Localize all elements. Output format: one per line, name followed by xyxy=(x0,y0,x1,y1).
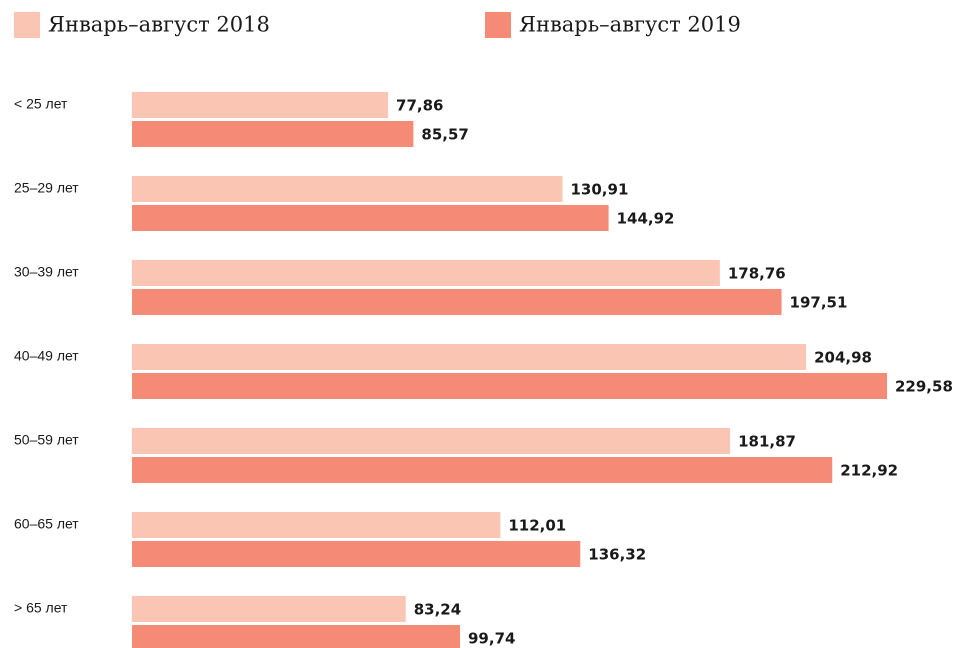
value-label: 136,32 xyxy=(588,546,646,564)
value-label: 178,76 xyxy=(728,265,786,283)
category-label: < 25 лет xyxy=(14,96,68,112)
value-label: 112,01 xyxy=(508,517,566,535)
value-label: 204,98 xyxy=(814,349,872,367)
value-label: 99,74 xyxy=(468,630,515,648)
bar xyxy=(132,260,720,286)
value-label: 130,91 xyxy=(571,181,629,199)
bar xyxy=(132,121,414,147)
legend-swatch xyxy=(485,12,511,38)
bar xyxy=(132,289,782,315)
bar xyxy=(132,625,461,648)
value-label: 77,86 xyxy=(396,97,443,115)
category-label: > 65 лет xyxy=(14,600,68,616)
bar xyxy=(132,428,731,454)
value-label: 197,51 xyxy=(790,294,848,312)
value-label: 181,87 xyxy=(738,433,796,451)
value-label: 144,92 xyxy=(617,210,675,228)
bar xyxy=(132,92,389,118)
legend-swatch xyxy=(14,12,40,38)
category-label: 25–29 лет xyxy=(14,180,79,196)
category-label: 30–39 лет xyxy=(14,264,79,280)
bar xyxy=(132,512,501,538)
legend-label: Январь–август 2019 xyxy=(519,13,741,37)
category-label: 50–59 лет xyxy=(14,432,79,448)
bar xyxy=(132,541,581,567)
category-label: 40–49 лет xyxy=(14,348,79,364)
bar xyxy=(132,373,887,399)
value-label: 83,24 xyxy=(414,601,461,619)
category-label: 60–65 лет xyxy=(14,516,79,532)
legend-label: Январь–август 2018 xyxy=(48,13,270,37)
value-label: 229,58 xyxy=(895,378,953,396)
bar xyxy=(132,205,609,231)
bar xyxy=(132,176,563,202)
value-label: 212,92 xyxy=(840,462,898,480)
value-label: 85,57 xyxy=(421,126,468,144)
bar xyxy=(132,596,406,622)
bar xyxy=(132,457,833,483)
bar xyxy=(132,344,807,370)
